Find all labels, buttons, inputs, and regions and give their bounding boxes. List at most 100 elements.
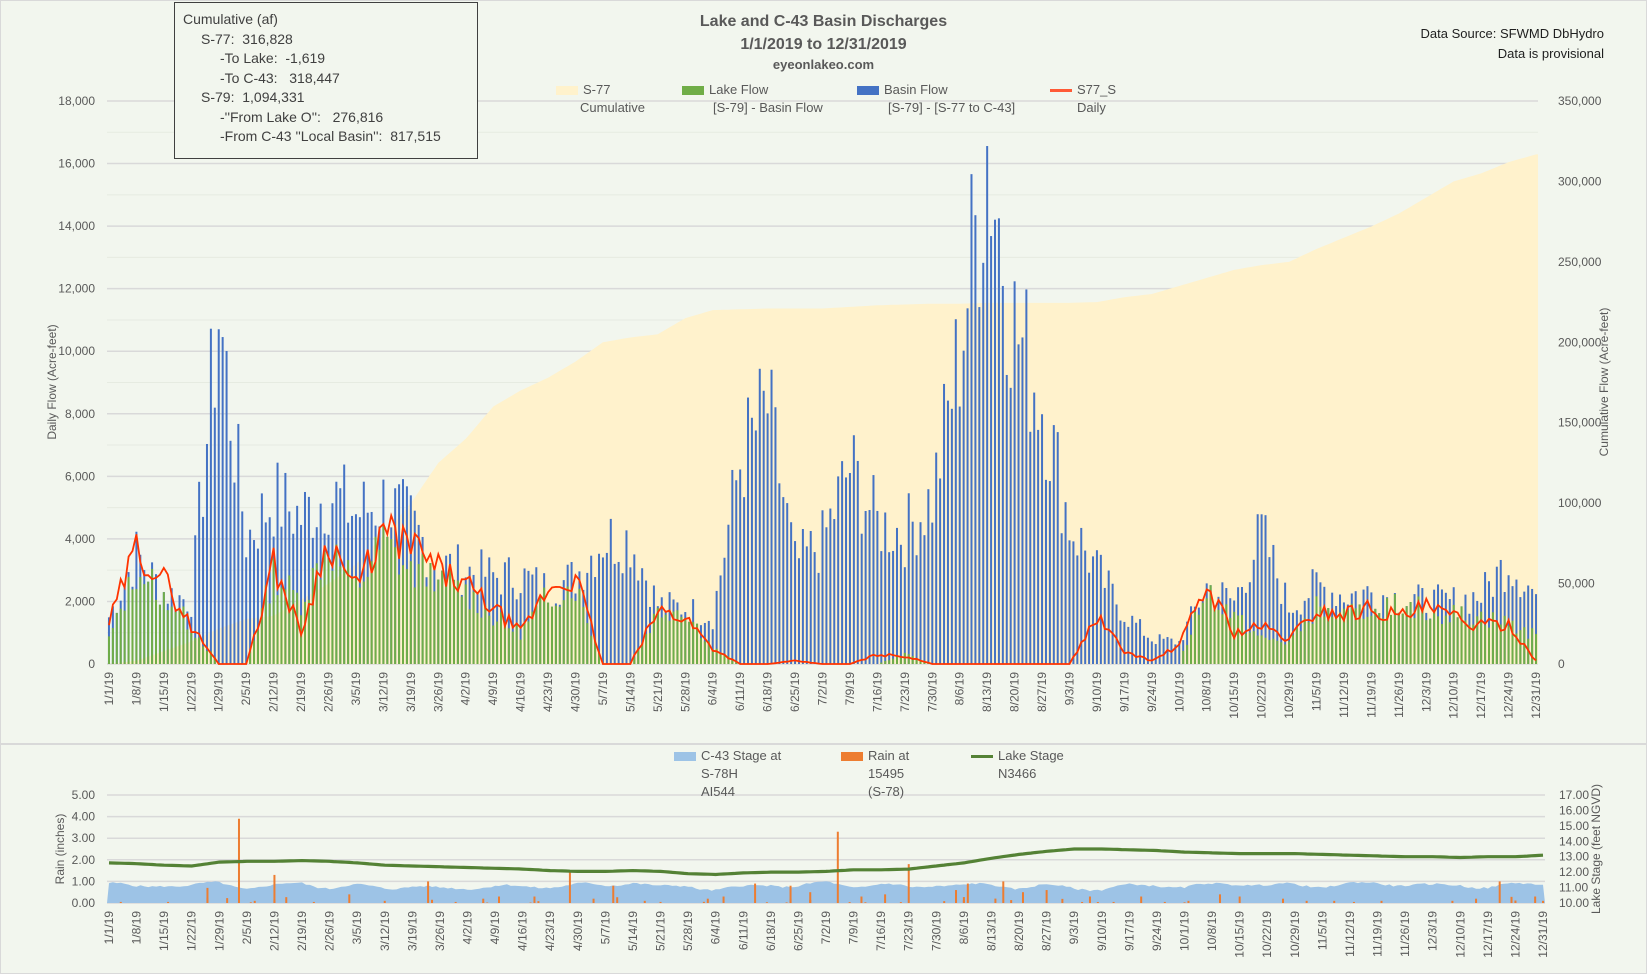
x-tick-label: 9/3/19 xyxy=(1067,911,1081,945)
basin-flow-bar xyxy=(645,580,648,664)
basin-flow-bar xyxy=(923,535,926,664)
x-tick-label: 3/12/19 xyxy=(376,672,390,712)
lake-flow-bar xyxy=(1335,617,1338,664)
lake-flow-bar xyxy=(323,552,326,664)
x-tick-label: 7/23/19 xyxy=(898,672,912,712)
basin-flow-bar xyxy=(1146,637,1149,664)
data-source-note: Data Source: SFWMD DbHydro Data is provi… xyxy=(1421,24,1605,64)
lake-flow-bar xyxy=(911,656,914,664)
basin-flow-bar xyxy=(754,430,757,664)
legend-swatch-rain xyxy=(841,752,863,761)
basin-flow-bar xyxy=(766,413,769,664)
lake-flow-bar xyxy=(507,628,510,664)
y2-tick-label: 250,000 xyxy=(1558,255,1602,269)
basin-flow-bar xyxy=(362,481,365,664)
basin-flow-bar xyxy=(954,319,957,664)
legend-label: (S-78) xyxy=(868,784,905,799)
lake-flow-bar xyxy=(637,647,640,664)
lake-flow-bar xyxy=(590,635,593,664)
x-tick-label: 11/26/19 xyxy=(1392,672,1406,718)
lake-flow-bar xyxy=(249,651,252,664)
lake-flow-bar xyxy=(684,617,687,664)
lake-flow-bar xyxy=(413,587,416,664)
legend-label: [S-79] - Basin Flow xyxy=(713,100,823,115)
lake-flow-bar xyxy=(566,586,569,664)
lake-flow-bar xyxy=(182,606,185,664)
x-tick-label: 2/12/19 xyxy=(267,911,281,951)
lake-flow-bar xyxy=(1389,614,1392,664)
y-tick-label: 14,000 xyxy=(58,219,95,233)
lake-flow-bar xyxy=(158,604,161,664)
basin-flow-bar xyxy=(762,390,765,664)
basin-flow-bar xyxy=(782,497,785,664)
lake-flow-bar xyxy=(464,584,467,664)
basin-flow-bar xyxy=(1135,622,1138,664)
basin-flow-bar xyxy=(974,215,977,665)
lake-flow-bar xyxy=(1370,615,1373,664)
rain-bar xyxy=(1045,890,1048,903)
x-tick-label: 12/10/19 xyxy=(1447,672,1461,719)
x-tick-label: 1/15/19 xyxy=(157,911,171,951)
lake-flow-bar xyxy=(594,641,597,664)
lake-flow-bar xyxy=(398,574,401,664)
lake-flow-bar xyxy=(1448,622,1451,664)
lake-flow-bar xyxy=(1378,613,1381,664)
y-tick-label: 10,000 xyxy=(58,344,95,358)
x-tick-label: 10/29/19 xyxy=(1282,672,1296,719)
basin-flow-bar xyxy=(613,563,616,664)
rain-bar xyxy=(789,885,792,903)
rain-bar xyxy=(1475,898,1478,903)
bottom-left-axis-label: Rain (inches) xyxy=(53,814,67,885)
y-tick-label: 6,000 xyxy=(65,469,95,483)
lake-flow-bar xyxy=(358,587,361,664)
lake-flow-bar xyxy=(1237,615,1240,664)
basin-flow-bar xyxy=(939,478,942,664)
x-tick-label: 3/26/19 xyxy=(433,911,447,951)
x-tick-label: 6/4/19 xyxy=(706,672,720,706)
lake-flow-bar xyxy=(641,643,644,664)
basin-flow-bar xyxy=(825,527,828,664)
lake-flow-bar xyxy=(1186,644,1189,664)
lake-flow-bar xyxy=(303,601,306,664)
lake-flow-bar xyxy=(1487,627,1490,664)
basin-flow-bar xyxy=(1484,572,1487,664)
x-tick-label: 3/19/19 xyxy=(405,911,419,951)
rain-bar xyxy=(498,902,501,903)
x-tick-label: 8/20/19 xyxy=(1012,911,1026,951)
basin-flow-bar xyxy=(609,518,612,664)
summary-from-basin: -From C-43 ''Local Basin'': 817,515 xyxy=(220,128,441,144)
lake-flow-bar xyxy=(1472,624,1475,664)
lake-flow-bar xyxy=(1535,633,1538,664)
lake-flow-bar xyxy=(633,657,636,664)
rain-bar xyxy=(1305,900,1308,903)
basin-flow-bar xyxy=(735,480,738,664)
y-tick-label: 3.00 xyxy=(72,831,96,845)
legend-item-lake-stage: Lake Stage N3466 xyxy=(971,747,1064,783)
lake-flow-bar xyxy=(366,576,369,664)
x-tick-label: 12/24/19 xyxy=(1508,911,1522,958)
rain-bar xyxy=(1238,896,1241,903)
x-tick-label: 2/26/19 xyxy=(323,911,337,951)
rain-bar xyxy=(206,887,209,903)
basin-flow-bar xyxy=(260,493,263,664)
basin-flow-bar xyxy=(1154,644,1157,664)
top-x-axis-ticks: 1/1/19 1/8/19 1/15/19 1/22/19 1/29/19 2/5/19 2… xyxy=(102,672,1543,719)
lake-flow-bar xyxy=(523,623,526,664)
basin-flow-bar xyxy=(1029,431,1032,664)
x-tick-label: 10/29/19 xyxy=(1288,911,1302,958)
basin-flow-bar xyxy=(715,590,718,664)
x-tick-label: 8/27/19 xyxy=(1035,672,1049,712)
y-tick-label: 0 xyxy=(88,657,95,671)
lake-flow-bar xyxy=(723,653,726,664)
lake-flow-bar xyxy=(425,586,428,664)
basin-flow-bar xyxy=(770,369,773,664)
lake-flow-bar xyxy=(527,621,530,664)
basin-flow-bar xyxy=(1162,638,1165,664)
lake-flow-bar xyxy=(699,638,702,664)
summary-to-c43: -To C-43: 318,447 xyxy=(220,69,340,86)
x-tick-label: 10/1/19 xyxy=(1178,911,1192,951)
x-tick-label: 4/9/19 xyxy=(488,911,502,945)
x-tick-label: 4/23/19 xyxy=(541,672,555,712)
rain-bar xyxy=(533,896,536,903)
legend-label: S-77 xyxy=(583,82,611,97)
